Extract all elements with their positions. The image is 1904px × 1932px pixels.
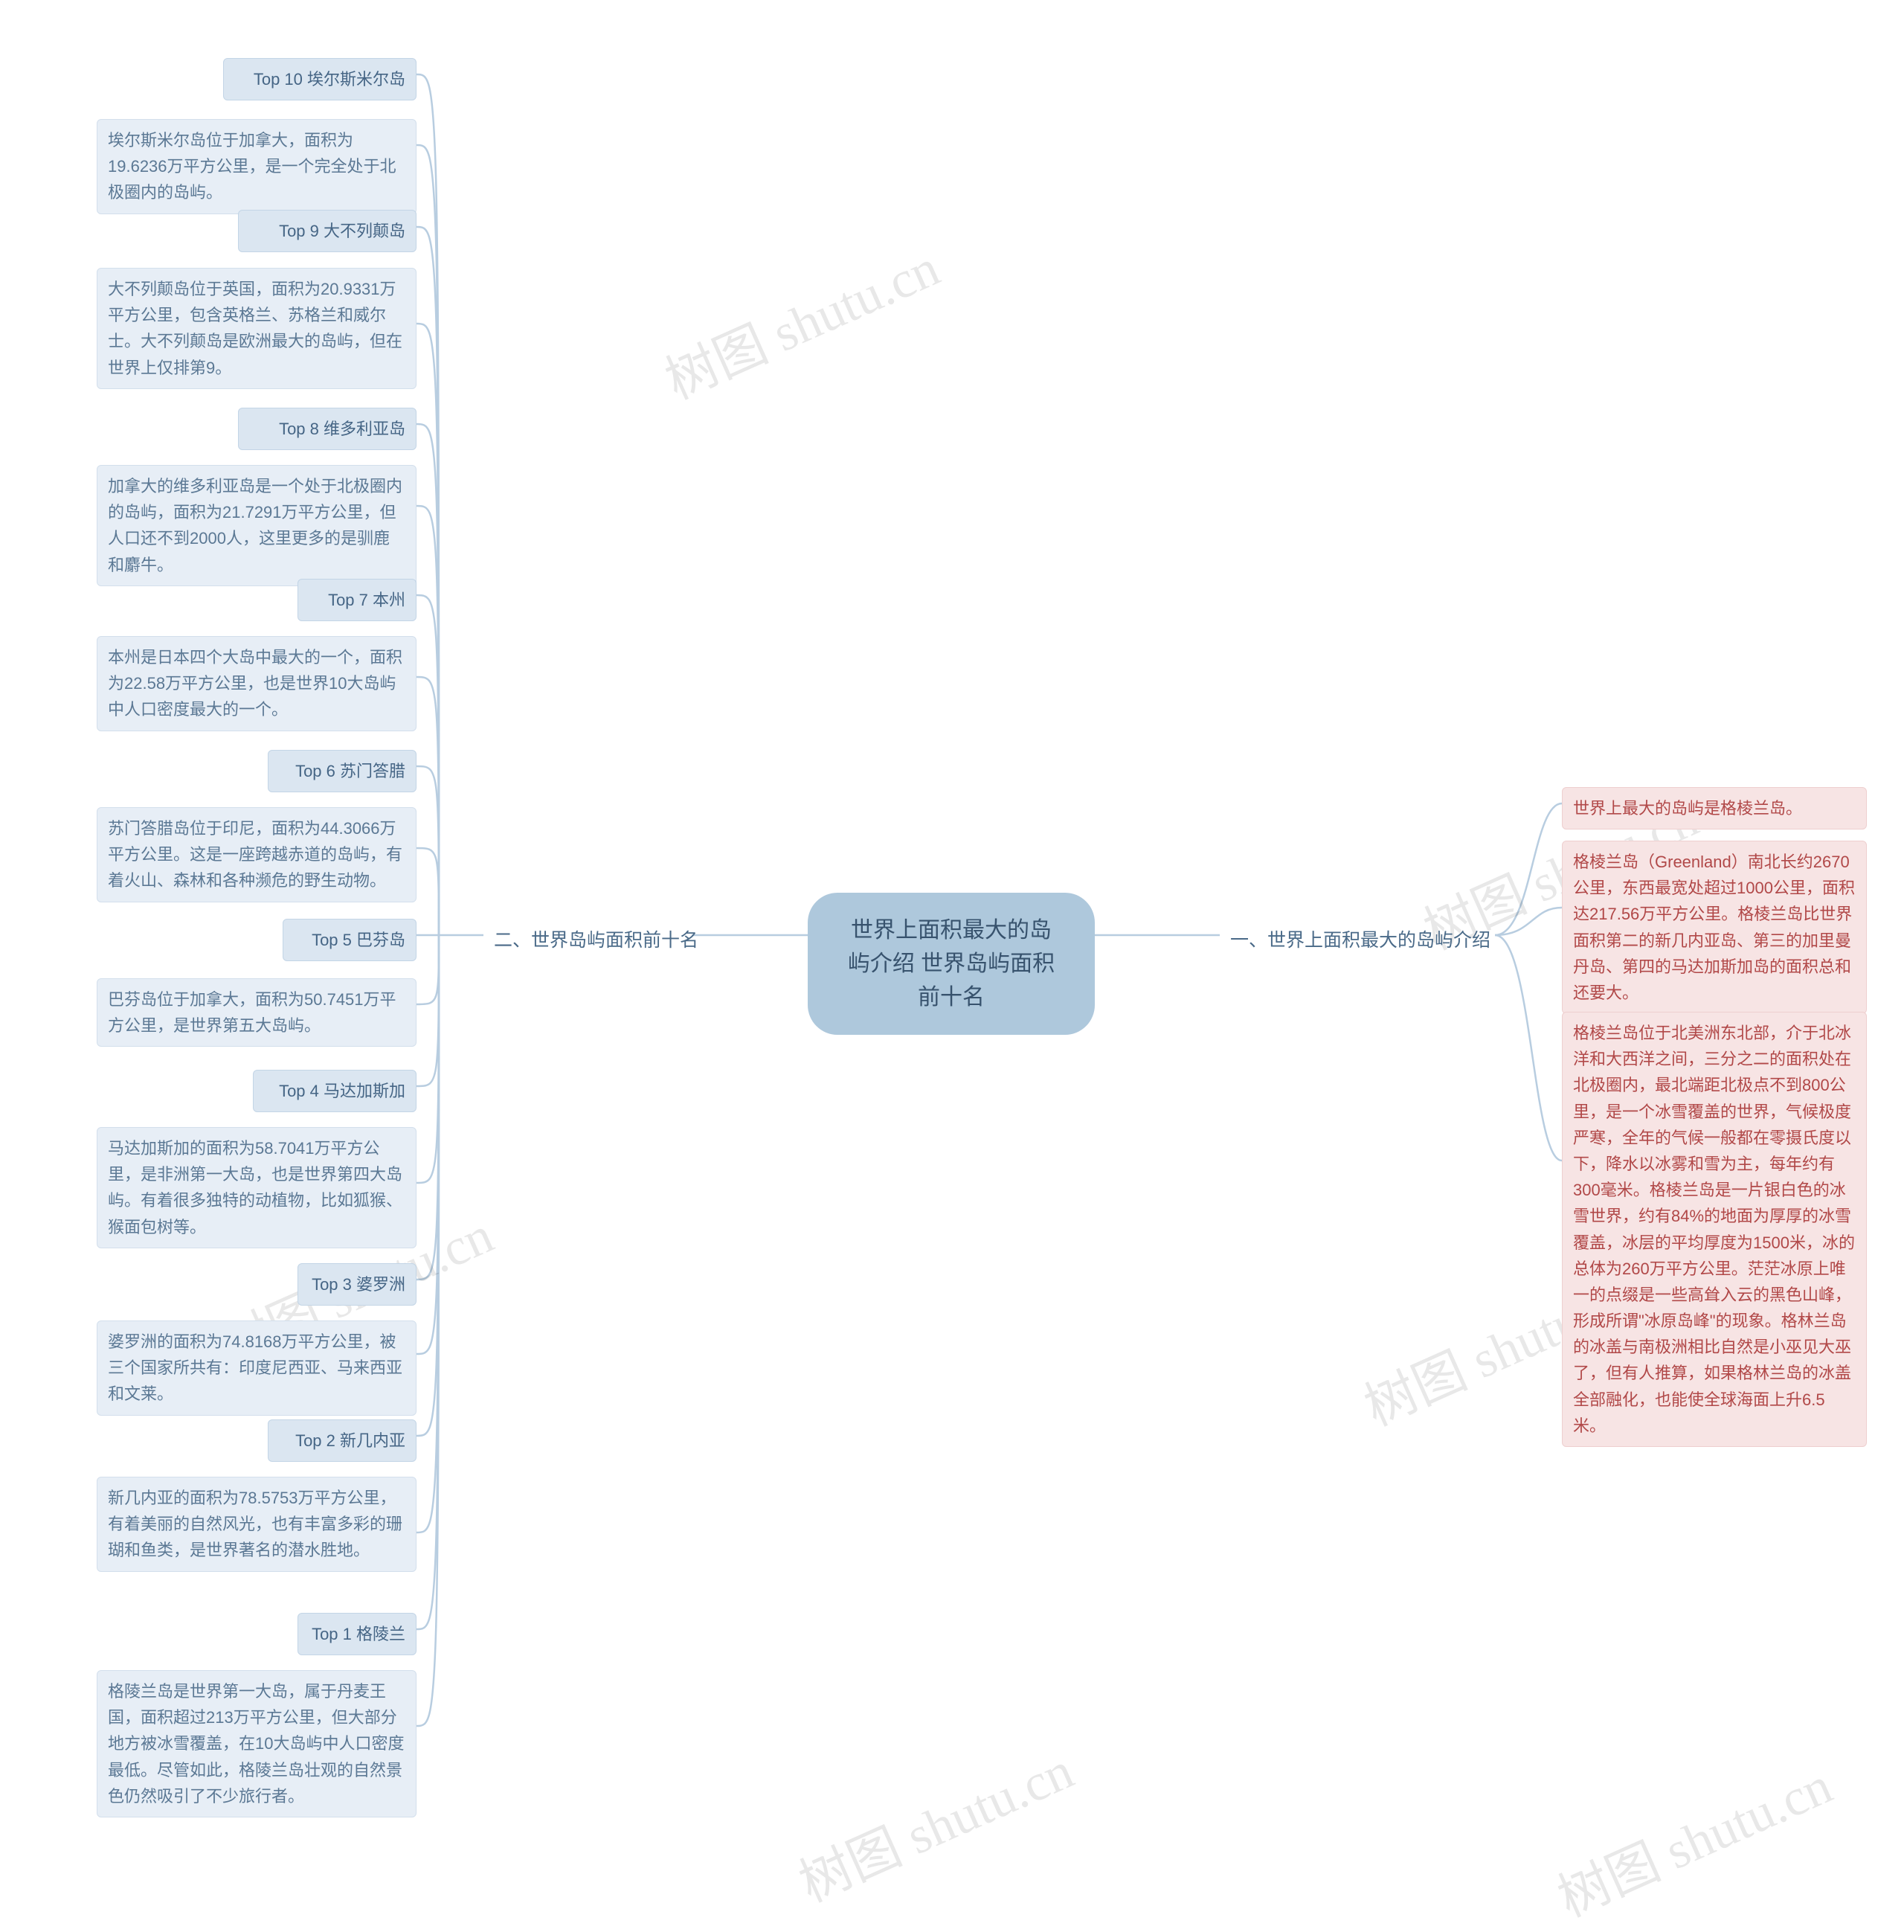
left-heading-top5: Top 5 巴芬岛 bbox=[283, 919, 416, 961]
branch-left: 二、世界岛屿面积前十名 bbox=[483, 920, 709, 961]
left-heading-top10: Top 10 埃尔斯米尔岛 bbox=[223, 58, 416, 100]
left-heading-top3: Top 3 婆罗洲 bbox=[298, 1263, 416, 1306]
left-heading-top1: Top 1 格陵兰 bbox=[298, 1613, 416, 1655]
watermark: 树图 shutu.cn bbox=[785, 1729, 1083, 1916]
root-node: 世界上面积最大的岛屿介绍 世界岛屿面积前十名 bbox=[808, 893, 1095, 1035]
watermark: 树图 shutu.cn bbox=[652, 226, 949, 414]
left-body-top3: 婆罗洲的面积为74.8168万平方公里，被三个国家所共有：印度尼西亚、马来西亚和… bbox=[97, 1320, 416, 1416]
branch-right: 一、世界上面积最大的岛屿介绍 bbox=[1220, 920, 1501, 961]
right-node-1: 世界上最大的岛屿是格棱兰岛。 bbox=[1562, 787, 1867, 829]
left-body-top8: 加拿大的维多利亚岛是一个处于北极圈内的岛屿，面积为21.7291万平方公里，但人… bbox=[97, 465, 416, 586]
left-heading-top6: Top 6 苏门答腊 bbox=[268, 750, 416, 792]
left-heading-top9: Top 9 大不列颠岛 bbox=[238, 210, 416, 252]
right-node-3: 格棱兰岛位于北美洲东北部，介于北冰洋和大西洋之间，三分之二的面积处在北极圈内，最… bbox=[1562, 1012, 1867, 1447]
right-node-2: 格棱兰岛（Greenland）南北长约2670公里，东西最宽处超过1000公里，… bbox=[1562, 841, 1867, 1014]
left-heading-top4: Top 4 马达加斯加 bbox=[253, 1070, 416, 1112]
left-body-top9: 大不列颠岛位于英国，面积为20.9331万平方公里，包含英格兰、苏格兰和威尔士。… bbox=[97, 268, 416, 389]
watermark: 树图 shutu.cn bbox=[1544, 1744, 1842, 1931]
left-body-top6: 苏门答腊岛位于印尼，面积为44.3066万平方公里。这是一座跨越赤道的岛屿，有着… bbox=[97, 807, 416, 902]
left-body-top2: 新几内亚的面积为78.5753万平方公里，有着美丽的自然风光，也有丰富多彩的珊瑚… bbox=[97, 1477, 416, 1572]
left-body-top4: 马达加斯加的面积为58.7041万平方公里，是非洲第一大岛，也是世界第四大岛屿。… bbox=[97, 1127, 416, 1248]
left-body-top5: 巴芬岛位于加拿大，面积为50.7451万平方公里，是世界第五大岛屿。 bbox=[97, 978, 416, 1047]
left-body-top1: 格陵兰岛是世界第一大岛，属于丹麦王国，面积超过213万平方公里，但大部分地方被冰… bbox=[97, 1670, 416, 1817]
left-heading-top8: Top 8 维多利亚岛 bbox=[238, 408, 416, 450]
left-heading-top7: Top 7 本州 bbox=[298, 579, 416, 621]
left-body-top7: 本州是日本四个大岛中最大的一个，面积为22.58万平方公里，也是世界10大岛屿中… bbox=[97, 636, 416, 731]
left-body-top10: 埃尔斯米尔岛位于加拿大，面积为19.6236万平方公里，是一个完全处于北极圈内的… bbox=[97, 119, 416, 214]
left-heading-top2: Top 2 新几内亚 bbox=[268, 1419, 416, 1462]
